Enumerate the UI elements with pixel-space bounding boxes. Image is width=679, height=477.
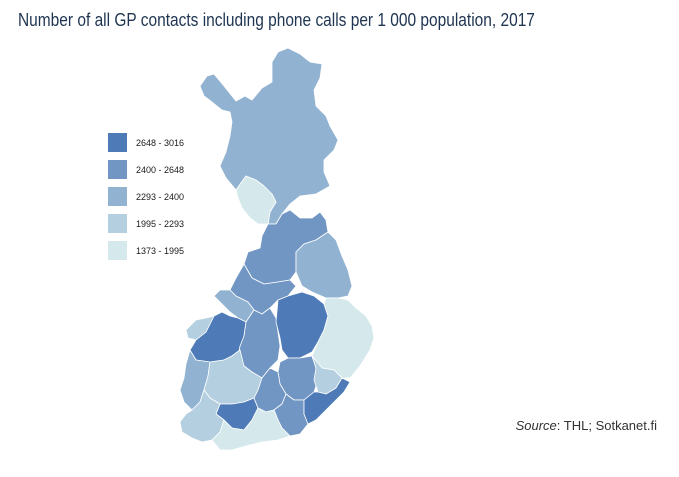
legend-item-2: 2400 - 2648 bbox=[108, 160, 184, 179]
legend-swatch bbox=[108, 160, 127, 179]
region-lapland[interactable] bbox=[199, 47, 339, 225]
legend-label: 1995 - 2293 bbox=[136, 218, 185, 229]
map-legend: 2648 - 3016 2400 - 2648 2293 - 2400 1995… bbox=[108, 133, 184, 268]
source-note: Source: THL; Sotkanet.fi bbox=[516, 418, 657, 433]
legend-swatch bbox=[108, 133, 127, 152]
map-title: Number of all GP contacts including phon… bbox=[18, 10, 535, 30]
source-label: Source bbox=[515, 418, 557, 433]
legend-item-1: 2648 - 3016 bbox=[108, 133, 184, 152]
region-west-coast[interactable] bbox=[185, 315, 215, 341]
region-south-karelia[interactable] bbox=[303, 377, 351, 425]
legend-label: 2293 - 2400 bbox=[136, 191, 185, 202]
legend-swatch bbox=[108, 214, 127, 233]
legend-item-4: 1995 - 2293 bbox=[108, 214, 184, 233]
legend-item-5: 1373 - 1995 bbox=[108, 241, 184, 260]
region-north-karelia[interactable] bbox=[311, 297, 375, 379]
source-text: : THL; Sotkanet.fi bbox=[556, 418, 657, 433]
region-uusimaa[interactable] bbox=[211, 407, 291, 451]
legend-label: 2400 - 2648 bbox=[136, 164, 185, 175]
legend-label: 1373 - 1995 bbox=[136, 245, 185, 256]
legend-item-3: 2293 - 2400 bbox=[108, 187, 184, 206]
legend-swatch bbox=[108, 241, 127, 260]
legend-swatch bbox=[108, 187, 127, 206]
legend-label: 2648 - 3016 bbox=[136, 137, 185, 148]
